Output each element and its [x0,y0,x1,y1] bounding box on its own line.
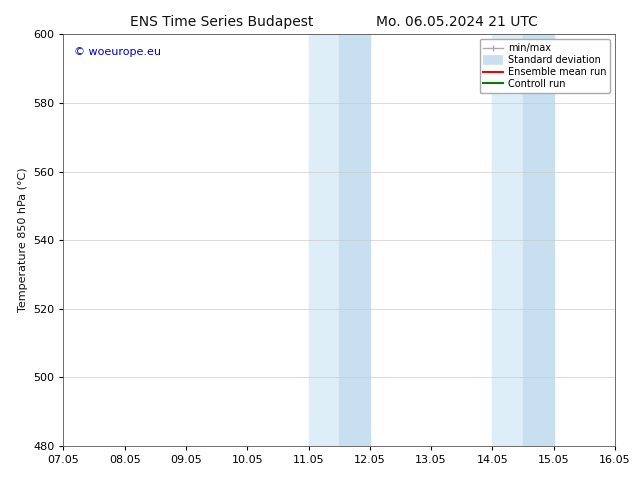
Bar [309,34,339,446]
Bar [339,34,370,446]
Legend: min/max, Standard deviation, Ensemble mean run, Controll run: min/max, Standard deviation, Ensemble me… [479,39,610,93]
Text: Mo. 06.05.2024 21 UTC: Mo. 06.05.2024 21 UTC [375,15,538,29]
Y-axis label: Temperature 850 hPa (°C): Temperature 850 hPa (°C) [18,168,27,313]
Bar [523,34,553,446]
Text: ENS Time Series Budapest: ENS Time Series Budapest [130,15,314,29]
Bar [493,34,523,446]
Text: © woeurope.eu: © woeurope.eu [74,47,162,57]
